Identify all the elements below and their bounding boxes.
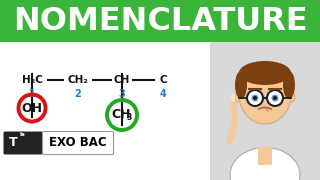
Ellipse shape bbox=[287, 92, 295, 102]
Text: EXO BAC: EXO BAC bbox=[49, 136, 107, 150]
Bar bbox=[0, 42, 320, 180]
Text: 2: 2 bbox=[75, 89, 81, 99]
Ellipse shape bbox=[230, 147, 300, 180]
Ellipse shape bbox=[239, 61, 291, 85]
FancyBboxPatch shape bbox=[43, 132, 114, 154]
Text: CH: CH bbox=[111, 109, 131, 122]
Text: C: C bbox=[159, 75, 167, 85]
Text: 3: 3 bbox=[127, 114, 132, 123]
Text: NOMENCLATURE: NOMENCLATURE bbox=[13, 6, 307, 37]
Text: H₂C: H₂C bbox=[21, 75, 43, 85]
Circle shape bbox=[252, 94, 259, 102]
Ellipse shape bbox=[239, 66, 291, 124]
Ellipse shape bbox=[283, 71, 295, 99]
Text: T: T bbox=[9, 136, 17, 150]
Bar bbox=[210, 42, 320, 180]
Text: 4: 4 bbox=[160, 89, 166, 99]
Circle shape bbox=[273, 96, 277, 100]
Circle shape bbox=[247, 90, 263, 106]
Circle shape bbox=[253, 96, 257, 100]
Ellipse shape bbox=[235, 92, 243, 102]
FancyBboxPatch shape bbox=[258, 147, 272, 165]
FancyBboxPatch shape bbox=[4, 132, 43, 154]
Text: OH: OH bbox=[21, 102, 43, 114]
Text: 3: 3 bbox=[119, 89, 125, 99]
Text: le: le bbox=[19, 132, 25, 138]
Circle shape bbox=[267, 90, 283, 106]
Ellipse shape bbox=[235, 71, 247, 99]
Text: CH: CH bbox=[114, 75, 130, 85]
Bar bbox=[0, 0, 320, 42]
Text: 1: 1 bbox=[28, 89, 36, 99]
Circle shape bbox=[271, 94, 278, 102]
Text: CH₂: CH₂ bbox=[68, 75, 88, 85]
